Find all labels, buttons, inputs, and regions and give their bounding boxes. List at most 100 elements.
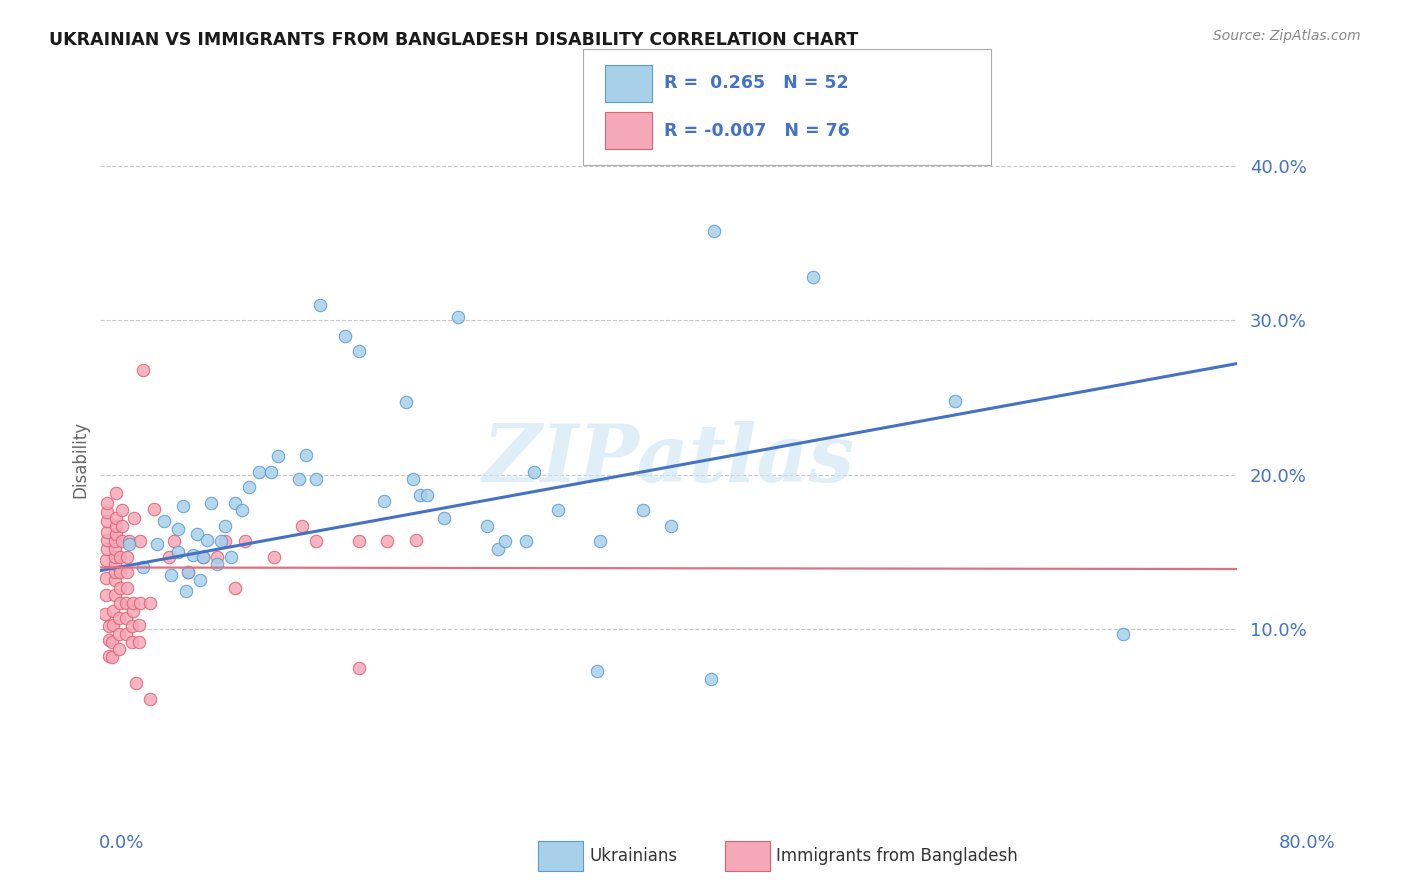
Point <box>125 676 148 690</box>
Point <box>146 537 169 551</box>
Point <box>409 488 432 502</box>
Point <box>631 503 654 517</box>
Point <box>96 495 118 509</box>
Point <box>267 450 290 464</box>
Point <box>111 534 134 549</box>
Point <box>108 642 131 657</box>
Point <box>128 617 150 632</box>
Point <box>260 465 283 479</box>
Point <box>205 549 228 564</box>
Text: Ukrainians: Ukrainians <box>589 847 678 865</box>
Point <box>167 522 190 536</box>
Point <box>205 558 228 572</box>
Point <box>288 473 311 487</box>
Point <box>167 545 190 559</box>
Point <box>132 363 155 377</box>
Point <box>122 596 145 610</box>
Point <box>700 672 723 686</box>
Point <box>177 565 200 579</box>
Point <box>100 634 122 648</box>
Point <box>111 503 134 517</box>
Point <box>181 548 204 562</box>
Point <box>486 541 509 556</box>
Text: R = -0.007   N = 76: R = -0.007 N = 76 <box>664 121 849 139</box>
Text: UKRAINIAN VS IMMIGRANTS FROM BANGLADESH DISABILITY CORRELATION CHART: UKRAINIAN VS IMMIGRANTS FROM BANGLADESH … <box>49 31 859 49</box>
Point <box>547 503 569 517</box>
Point <box>122 604 145 618</box>
Point <box>395 395 418 409</box>
Point <box>405 533 427 547</box>
Point <box>104 526 127 541</box>
Point <box>475 518 498 533</box>
Point <box>97 648 120 663</box>
Point <box>263 549 285 564</box>
Text: 80.0%: 80.0% <box>1279 834 1336 852</box>
Point <box>375 534 398 549</box>
Point <box>96 541 118 556</box>
Point <box>191 549 214 564</box>
Point <box>101 604 124 618</box>
Point <box>1112 627 1135 641</box>
Point <box>101 617 124 632</box>
Point <box>103 558 125 572</box>
Point <box>97 619 120 633</box>
Point <box>96 533 118 547</box>
Point <box>416 488 439 502</box>
Point <box>586 664 609 678</box>
Text: ZIPatlas: ZIPatlas <box>482 421 855 498</box>
Point <box>214 518 236 533</box>
Point <box>117 581 139 595</box>
Point <box>111 518 134 533</box>
Point <box>347 344 370 359</box>
Point <box>157 549 180 564</box>
Text: Source: ZipAtlas.com: Source: ZipAtlas.com <box>1213 29 1361 43</box>
Point <box>659 518 682 533</box>
Point <box>195 533 218 547</box>
Point <box>104 511 127 525</box>
Point <box>347 661 370 675</box>
Point <box>94 588 117 602</box>
Point <box>209 534 232 549</box>
Point <box>515 534 537 549</box>
Point <box>153 514 176 528</box>
Point <box>291 518 314 533</box>
Point <box>801 270 824 285</box>
Point <box>200 495 222 509</box>
Point <box>108 627 131 641</box>
Point <box>177 565 200 579</box>
Point <box>118 537 141 551</box>
Point <box>249 465 271 479</box>
Point <box>96 514 118 528</box>
Point <box>129 596 152 610</box>
Point <box>103 534 125 549</box>
Point <box>219 549 242 564</box>
Text: 0.0%: 0.0% <box>98 834 143 852</box>
Point <box>163 534 186 549</box>
Point <box>94 571 117 585</box>
Point <box>447 310 470 325</box>
Point <box>522 465 544 479</box>
Y-axis label: Disability: Disability <box>72 421 89 498</box>
Point <box>117 565 139 579</box>
Point <box>110 596 132 610</box>
Point <box>186 526 208 541</box>
Point <box>214 534 236 549</box>
Point <box>104 518 127 533</box>
Point <box>703 224 725 238</box>
Point <box>124 511 146 525</box>
Point <box>188 573 211 587</box>
Point <box>309 298 332 312</box>
Point <box>373 494 395 508</box>
Point <box>295 448 318 462</box>
Point <box>103 565 125 579</box>
Point <box>121 634 143 648</box>
Point <box>333 329 356 343</box>
Point <box>115 627 138 641</box>
Point <box>402 473 425 487</box>
Point <box>94 553 117 567</box>
Point <box>93 607 115 621</box>
Point <box>139 691 162 706</box>
Point <box>103 541 125 556</box>
Point <box>224 495 246 509</box>
Point <box>110 549 132 564</box>
